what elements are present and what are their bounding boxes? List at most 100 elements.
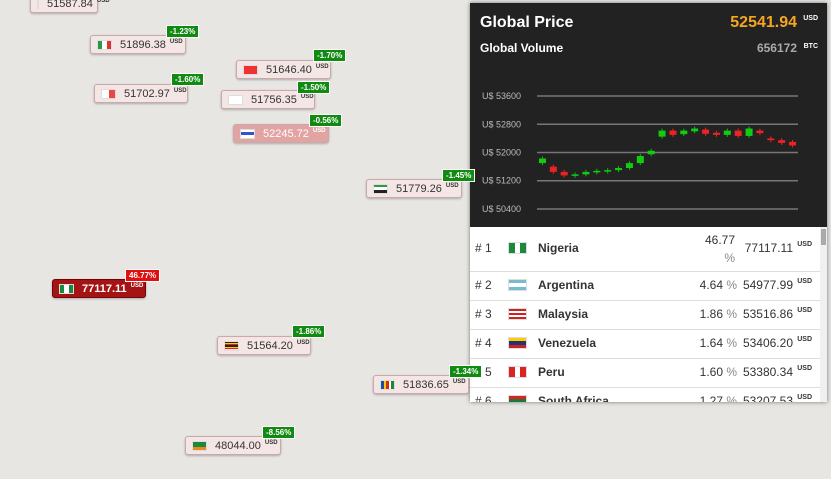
flag [508,242,527,254]
price-marker: 51646.40 USD [236,60,331,79]
candle-body [625,163,633,169]
price: 53380.34 [742,365,793,379]
change-badge: 46.77% [125,269,161,282]
flag-stripe [509,338,526,342]
flag-stripe [241,132,254,135]
price-marker: 51756.35 USD [221,90,315,109]
country: Peru [538,365,565,379]
flag-stripe [520,367,527,377]
flag-stripe [241,129,254,133]
country: Malaysia [538,307,589,321]
marker-price: 52245.72 [263,127,309,140]
flag-stripe [514,367,521,377]
price-unit: USD [797,365,812,372]
change-badge: -8.56% [262,426,296,439]
flag [192,440,207,451]
marker-price: 48044.00 [215,439,261,452]
global-panel: Global Price 52541.94 USD Global Volume … [470,3,827,402]
candle-body [560,171,568,176]
price: 53406.20 [742,336,793,350]
candle-body [604,170,612,172]
country: Argentina [538,278,595,292]
flag-stripe [381,380,384,389]
flag-stripe [225,341,238,343]
flag-stripe [520,243,527,253]
flag-stripe [509,283,526,287]
change-badge: -1.50% [297,81,331,94]
candle-body [723,130,731,135]
price: 53207.53 [742,394,793,402]
flag-stripe [509,313,526,315]
country: Venezuela [538,336,597,350]
country: South Africa [538,394,609,402]
table-row: # 2 Argentina 4.64% 54977.99 USD [470,271,820,301]
table-row: # 1 Nigeria 46.77% 77117.11 USD [470,227,820,272]
candle-body [669,130,677,135]
marker-price: 77117.11 [82,282,127,295]
panel-title: Global Price [480,14,574,31]
flag-stripe [388,380,392,389]
percent-sign: % [726,365,737,379]
candle-body [756,130,764,134]
percent-sign: % [726,278,737,292]
price-marker: 51702.97 USD [94,84,188,103]
percent: 1.60 [699,365,723,379]
flag-stripe [509,243,515,253]
marker-price: 51646.40 [266,63,312,76]
marker-unit: USD [96,0,110,4]
table-row: # 3 Malaysia 1.86% 53516.86 USD [470,300,820,330]
percent-sign: % [726,394,737,402]
flag [224,340,239,351]
flag [37,0,39,9]
marker-unit: USD [315,63,329,70]
candle-body [647,150,655,155]
percent-sign: % [726,307,737,321]
price-unit: USD [797,336,812,343]
price: 53516.86 [742,307,793,321]
candle-body [636,156,644,164]
price-marker: 51779.26 USD [366,179,462,198]
flag-stripe [374,189,387,193]
flag-stripe [98,40,103,49]
marker-unit: USD [264,439,278,446]
country: Nigeria [538,241,579,255]
marker-price: 51702.97 [124,87,170,100]
flag [240,128,255,139]
flag-stripe [225,344,238,346]
flag [508,366,527,378]
y-tick-label: U$ 52000 [482,148,521,158]
marker-unit: USD [169,38,183,45]
price-marker: 52245.72 USD [233,124,329,143]
flag-stripe [241,134,254,138]
flag [59,283,74,294]
price: 77117.11 [744,241,793,255]
marker-price: 51779.26 [396,182,442,195]
price-marker: 48044.00 USD [185,436,281,455]
rank: # 3 [475,307,492,321]
change-badge: -1.34% [449,365,483,378]
global-price: 52541.94 [730,14,797,31]
marker-price: 51756.35 [251,93,297,106]
flag [101,88,116,99]
global-volume: 656172 [756,41,797,55]
y-tick-label: U$ 53600 [482,91,521,101]
candle-body [778,140,786,143]
flag [380,379,395,390]
change-badge: -1.70% [313,49,347,62]
price-unit: USD [797,307,812,314]
percent-sign: % [726,336,737,350]
marker-unit: USD [445,182,459,189]
flag-stripe [225,345,238,347]
candle-body [658,130,666,137]
candle-body [538,158,546,164]
flag [228,94,243,105]
marker-price: 51836.65 [403,378,449,391]
rank: # 1 [475,241,492,255]
candle-body [680,130,688,135]
candle-body [734,130,742,136]
flag [508,337,527,349]
flag-stripe [193,441,206,445]
flag [508,279,527,291]
flag-stripe [60,284,65,293]
marker-price: 51587.84 [47,0,93,10]
